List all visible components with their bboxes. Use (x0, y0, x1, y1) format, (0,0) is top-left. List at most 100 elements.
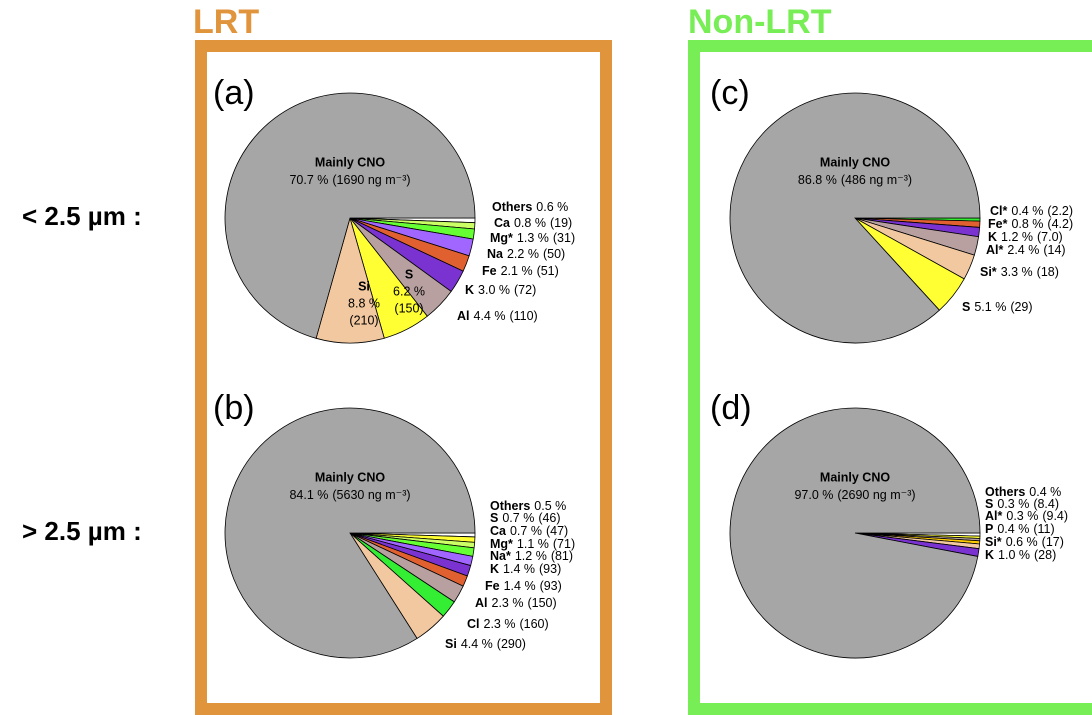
slice-name: K (988, 230, 997, 244)
slice-amount: (14) (1043, 243, 1065, 257)
slice-label: Na 2.2 % (50) (487, 247, 565, 261)
slice-name: Others (985, 485, 1025, 499)
slice-name: S (962, 300, 970, 314)
slice-label: K 1.2 % (7.0) (988, 230, 1063, 244)
slice-name: Si (445, 637, 457, 651)
slice-name: Si* (985, 535, 1002, 549)
slice-value: 0.7 % (510, 524, 542, 538)
slice-amount: (50) (543, 247, 565, 261)
slice-value: 1.1 % (517, 537, 549, 551)
slice-value: 1.3 % (517, 231, 549, 245)
slice-label: Na* 1.2 % (81) (490, 549, 573, 563)
slice-name: Na* (490, 549, 511, 563)
slice-name: K (490, 562, 499, 576)
slice-value: 0.4 % (1029, 485, 1061, 499)
slice-value: 1.4 % (504, 579, 536, 593)
slice-label: Others 0.6 % (492, 200, 568, 214)
group-title: LRT (193, 3, 259, 41)
slice-label: 86.8 % (486 ng m⁻³) (798, 173, 912, 187)
slice-amount: (71) (553, 537, 575, 551)
slice-label: S 0.7 % (46) (490, 511, 561, 525)
pie-slice (729, 407, 981, 659)
slice-label: S 5.1 % (29) (962, 300, 1033, 314)
slice-amount: (9.4) (1042, 509, 1068, 523)
slice-name: Others (490, 499, 530, 513)
slice-label: Others 0.4 % (985, 485, 1061, 499)
slice-name: Ca (490, 524, 507, 538)
slice-amount: (210) (349, 313, 378, 327)
slice-amount: (47) (546, 524, 568, 538)
slice-label: Al 4.4 % (110) (457, 309, 538, 323)
slice-value: 1.2 % (1001, 230, 1033, 244)
slice-name: Cl (467, 617, 480, 631)
pie-slice (224, 407, 476, 659)
slice-label: Fe 2.1 % (51) (482, 264, 559, 278)
slice-label: Si* 0.6 % (17) (985, 535, 1064, 549)
slice-value: 0.8 % (514, 216, 546, 230)
slice-amount: (17) (1042, 535, 1064, 549)
slice-label: P 0.4 % (11) (985, 522, 1055, 536)
slice-label: Cl 2.3 % (160) (467, 617, 549, 631)
slice-name: Mg* (490, 537, 513, 551)
slice-name: S (985, 497, 993, 511)
slice-value: 2.2 % (507, 247, 539, 261)
slice-label: Mg* 1.3 % (31) (490, 231, 575, 245)
slice-amount: (29) (1010, 300, 1032, 314)
slice-label: K 1.0 % (28) (985, 548, 1056, 562)
slice-name: Mainly CNO (315, 155, 385, 169)
slice-label: Ca 0.7 % (47) (490, 524, 568, 538)
slice-label: Fe* 0.8 % (4.2) (988, 217, 1073, 231)
slice-name: S (490, 511, 498, 525)
slice-name: Mainly CNO (820, 470, 890, 484)
slice-amount: (51) (537, 264, 559, 278)
slice-value: 2.3 % (492, 596, 524, 610)
slice-value: 1.4 % (503, 562, 535, 576)
slice-value: 0.7 % (502, 511, 534, 525)
slice-value: 0.5 % (534, 499, 566, 513)
slice-value: 3.3 % (1001, 265, 1033, 279)
slice-label: Fe 1.4 % (93) (485, 579, 562, 593)
slice-value: 2.1 % (501, 264, 533, 278)
slice-value: 0.8 % (1011, 217, 1043, 231)
slice-value: 84.1 % (289, 488, 328, 502)
panel-label: (a) (213, 74, 255, 112)
slice-name: K (985, 548, 994, 562)
slice-name: S (405, 267, 413, 281)
slice-label: Mg* 1.1 % (71) (490, 537, 575, 551)
slice-label: Si* 3.3 % (18) (980, 265, 1059, 279)
slice-amount: (2.2) (1047, 204, 1073, 218)
slice-label: K 1.4 % (93) (490, 562, 561, 576)
slice-value: 2.4 % (1007, 243, 1039, 257)
slice-name: Fe (482, 264, 497, 278)
slice-value: 3.0 % (478, 283, 510, 297)
slice-amount: (1690 ng m⁻³) (332, 173, 410, 187)
slice-value: 2.3 % (484, 617, 516, 631)
non-lrt-frame (688, 40, 1092, 715)
slice-amount: (150) (394, 301, 423, 315)
row-label: > 2.5 µm : (22, 516, 142, 546)
slice-amount: (72) (514, 283, 536, 297)
slice-name: Al (475, 596, 488, 610)
slice-name: Fe* (988, 217, 1008, 231)
slice-value: 4.4 % (474, 309, 506, 323)
slice-amount: (28) (1034, 548, 1056, 562)
slice-amount: (93) (539, 562, 561, 576)
panel-label: (d) (710, 389, 752, 427)
slice-value: 6.2 % (393, 284, 425, 298)
slice-label: 84.1 % (5630 ng m⁻³) (289, 488, 410, 502)
slice-amount: (4.2) (1047, 217, 1073, 231)
slice-label: Cl* 0.4 % (2.2) (990, 204, 1073, 218)
slice-amount: (11) (1033, 522, 1054, 536)
slice-name: Si (358, 279, 370, 293)
slice-amount: (2690 ng m⁻³) (837, 488, 915, 502)
slice-name: Al (457, 309, 470, 323)
slice-value: 70.7 % (289, 173, 328, 187)
slice-amount: (31) (553, 231, 575, 245)
slice-label: 70.7 % (1690 ng m⁻³) (289, 173, 410, 187)
slice-label: K 3.0 % (72) (465, 283, 536, 297)
slice-name: Others (492, 200, 532, 214)
slice-amount: (5630 ng m⁻³) (332, 488, 410, 502)
slice-amount: (110) (509, 309, 537, 323)
slice-label: Ca 0.8 % (19) (494, 216, 572, 230)
slice-value: 0.6 % (536, 200, 568, 214)
